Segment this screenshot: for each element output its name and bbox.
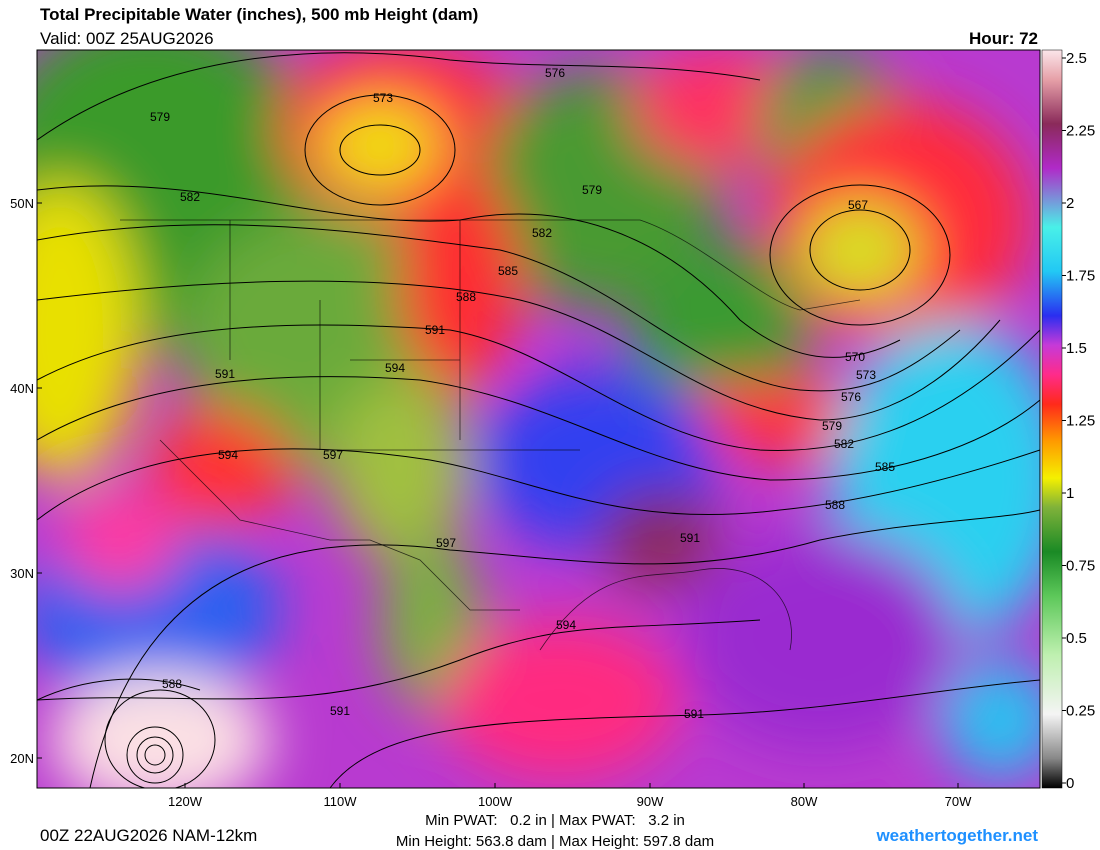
contour-label: 582 (532, 226, 552, 240)
borders (120, 219, 861, 651)
contour-label: 576 (841, 390, 861, 404)
valid-time: Valid: 00Z 25AUG2026 (40, 29, 214, 48)
contour-label: 573 (856, 368, 876, 382)
contour-label: 582 (180, 190, 200, 204)
contour-label: 594 (556, 618, 576, 632)
contour-label: 597 (323, 448, 343, 462)
contour-label: 573 (373, 91, 393, 105)
latitude-label: 20N (10, 751, 34, 766)
colorbar-tick-label: 1.25 (1066, 413, 1095, 430)
map-title: Total Precipitable Water (inches), 500 m… (40, 5, 479, 24)
contour-label: 579 (150, 110, 170, 124)
colorbar-tick-label: 1.75 (1066, 268, 1095, 285)
site-link[interactable]: weathertogether.net (876, 826, 1038, 845)
height-range: Min Height: 563.8 dam | Max Height: 597.… (395, 833, 715, 850)
contour-label: 594 (385, 361, 405, 375)
colorbar-tick-label: 1 (1066, 485, 1074, 502)
colorbar-tick-label: 1.5 (1066, 340, 1087, 357)
pwat-field (37, 50, 1040, 788)
colorbar-tick-label: 2.25 (1066, 123, 1095, 140)
contour-label: 597 (436, 536, 456, 550)
contour-label: 585 (875, 460, 895, 474)
contour-label: 591 (330, 704, 350, 718)
contour-label: 591 (680, 531, 700, 545)
pwat-range: Min PWAT: 0.2 in | Max PWAT: 3.2 in (425, 812, 685, 829)
latitude-label: 40N (10, 381, 34, 396)
longitude-label: 80W (791, 794, 818, 809)
colorbar-tick-label: 0 (1066, 775, 1074, 792)
height-contours (37, 52, 1040, 788)
contour-label: 588 (162, 677, 182, 691)
contour-label: 579 (582, 183, 602, 197)
longitude-label: 120W (168, 794, 203, 809)
colorbar-tick-label: 0.75 (1066, 558, 1095, 575)
contour-label: 576 (545, 66, 565, 80)
contour-label: 594 (218, 448, 238, 462)
colorbar-tick-label: 2.5 (1066, 50, 1087, 67)
longitude-label: 110W (324, 794, 358, 809)
colorbar-tick-label: 0.25 (1066, 703, 1095, 720)
contour-label: 591 (425, 323, 445, 337)
forecast-hour: Hour: 72 (969, 29, 1038, 48)
contour-label: 588 (456, 290, 476, 304)
colorbar (1041, 49, 1063, 789)
colorbar-tick-label: 0.5 (1066, 630, 1087, 647)
contour-label: 585 (498, 264, 518, 278)
latitude-label: 30N (10, 566, 34, 581)
contour-label: 570 (845, 350, 865, 364)
latitude-label: 50N (10, 196, 34, 211)
colorbar-tick-label: 2 (1066, 195, 1074, 212)
contour-label: 582 (834, 437, 854, 451)
contour-label: 567 (848, 198, 868, 212)
contour-label: 579 (822, 419, 842, 433)
run-info: 00Z 22AUG2026 NAM-12km (40, 826, 258, 845)
contour-label: 591 (684, 707, 704, 721)
longitude-label: 90W (637, 794, 664, 809)
longitude-label: 100W (478, 794, 513, 809)
contour-label: 591 (215, 367, 235, 381)
longitude-label: 70W (945, 794, 972, 809)
contour-label: 588 (825, 498, 845, 512)
